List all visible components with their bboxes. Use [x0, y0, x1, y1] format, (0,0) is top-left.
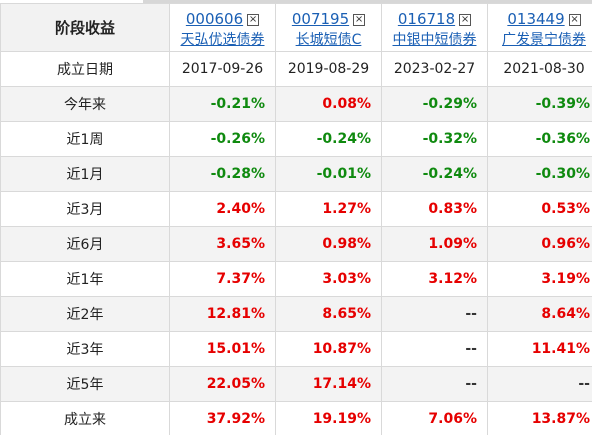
return-value-cell: 3.12%: [381, 261, 488, 297]
return-value-cell: 0.83%: [381, 191, 488, 227]
remove-fund-icon[interactable]: ×: [353, 14, 366, 26]
fund-code-link[interactable]: 013449: [507, 10, 565, 28]
return-value-cell: 0.53%: [487, 191, 592, 227]
row-label: 近1月: [0, 156, 170, 192]
return-value-cell: 8.64%: [487, 296, 592, 332]
fund-column-header: 013449 × 广发景宁债券: [487, 3, 592, 52]
table-row: 近3年 15.01% 10.87% -- 11.41%: [0, 331, 592, 367]
return-value-cell: --: [381, 331, 488, 367]
table-row: 近5年 22.05% 17.14% -- --: [0, 366, 592, 402]
return-value-cell: 3.65%: [169, 226, 276, 262]
return-value-cell: 0.98%: [275, 226, 382, 262]
return-value-cell: -0.30%: [487, 156, 592, 192]
return-value-cell: 12.81%: [169, 296, 276, 332]
fund-name-link[interactable]: 广发景宁债券: [502, 32, 586, 48]
table-row: 近1周 -0.26% -0.24% -0.32% -0.36%: [0, 121, 592, 157]
fund-name-link[interactable]: 长城短债C: [295, 32, 362, 48]
return-value-cell: -0.24%: [275, 121, 382, 157]
return-value-cell: -0.26%: [169, 121, 276, 157]
inception-date-cell: 2019-08-29: [275, 51, 382, 87]
fund-name-link[interactable]: 天弘优选债券: [180, 32, 265, 48]
row-label-header: 阶段收益: [0, 3, 170, 52]
row-label: 近1年: [0, 261, 170, 297]
table-row: 今年来 -0.21% 0.08% -0.29% -0.39%: [0, 86, 592, 122]
return-value-cell: 15.01%: [169, 331, 276, 367]
return-value-cell: -0.39%: [487, 86, 592, 122]
return-value-cell: 7.06%: [381, 401, 488, 435]
table-row: 近1年 7.37% 3.03% 3.12% 3.19%: [0, 261, 592, 297]
fund-name-link[interactable]: 中银中短债券: [392, 32, 477, 48]
return-value-cell: -0.32%: [381, 121, 488, 157]
inception-date-cell: 2023-02-27: [381, 51, 488, 87]
table-header-row: 阶段收益 000606 × 天弘优选债券 007195 × 长城短债C: [0, 3, 592, 52]
return-value-cell: 3.03%: [275, 261, 382, 297]
table-row: 近3月 2.40% 1.27% 0.83% 0.53%: [0, 191, 592, 227]
row-label: 成立日期: [0, 51, 170, 87]
fund-code-link[interactable]: 016718: [397, 10, 456, 28]
return-value-cell: -0.28%: [169, 156, 276, 192]
remove-fund-icon[interactable]: ×: [459, 14, 472, 26]
table-row: 近6月 3.65% 0.98% 1.09% 0.96%: [0, 226, 592, 262]
return-value-cell: -0.24%: [381, 156, 488, 192]
top-border: [0, 0, 592, 3]
return-value-cell: 0.96%: [487, 226, 592, 262]
return-value-cell: 1.09%: [381, 226, 488, 262]
return-value-cell: 10.87%: [275, 331, 382, 367]
return-value-cell: 2.40%: [169, 191, 276, 227]
row-label: 成立来: [0, 401, 170, 435]
fund-column-header: 000606 × 天弘优选债券: [169, 3, 276, 52]
return-value-cell: --: [381, 296, 488, 332]
return-value-cell: -0.29%: [381, 86, 488, 122]
return-value-cell: -0.01%: [275, 156, 382, 192]
fund-column-header: 007195 × 长城短债C: [275, 3, 382, 52]
return-value-cell: --: [487, 366, 592, 402]
return-value-cell: 1.27%: [275, 191, 382, 227]
return-value-cell: 7.37%: [169, 261, 276, 297]
return-value-cell: 17.14%: [275, 366, 382, 402]
table-row: 成立来 37.92% 19.19% 7.06% 13.87%: [0, 401, 592, 435]
row-label: 近3月: [0, 191, 170, 227]
return-value-cell: 19.19%: [275, 401, 382, 435]
table-row: 近1月 -0.28% -0.01% -0.24% -0.30%: [0, 156, 592, 192]
return-value-cell: 37.92%: [169, 401, 276, 435]
table-row: 成立日期 2017-09-26 2019-08-29 2023-02-27 2021-0…: [0, 51, 592, 87]
row-label: 近3年: [0, 331, 170, 367]
remove-fund-icon[interactable]: ×: [247, 14, 260, 26]
table-body: 成立日期 2017-09-26 2019-08-29 2023-02-27 2021-0…: [0, 51, 592, 435]
fund-column-header: 016718 × 中银中短债券: [381, 3, 488, 52]
row-label: 近6月: [0, 226, 170, 262]
row-label: 今年来: [0, 86, 170, 122]
return-value-cell: 11.41%: [487, 331, 592, 367]
remove-fund-icon[interactable]: ×: [568, 14, 581, 26]
return-value-cell: -0.36%: [487, 121, 592, 157]
fund-code-link[interactable]: 007195: [291, 10, 350, 28]
return-value-cell: --: [381, 366, 488, 402]
inception-date-cell: 2017-09-26: [169, 51, 276, 87]
return-value-cell: 3.19%: [487, 261, 592, 297]
row-label: 近2年: [0, 296, 170, 332]
inception-date-cell: 2021-08-30: [487, 51, 592, 87]
row-label: 近5年: [0, 366, 170, 402]
stage-returns-table: 阶段收益 000606 × 天弘优选债券 007195 × 长城短债C: [0, 3, 592, 435]
return-value-cell: 13.87%: [487, 401, 592, 435]
return-value-cell: 8.65%: [275, 296, 382, 332]
fund-code-link[interactable]: 000606: [185, 10, 244, 28]
return-value-cell: 0.08%: [275, 86, 382, 122]
table-row: 近2年 12.81% 8.65% -- 8.64%: [0, 296, 592, 332]
return-value-cell: -0.21%: [169, 86, 276, 122]
return-value-cell: 22.05%: [169, 366, 276, 402]
row-label: 近1周: [0, 121, 170, 157]
